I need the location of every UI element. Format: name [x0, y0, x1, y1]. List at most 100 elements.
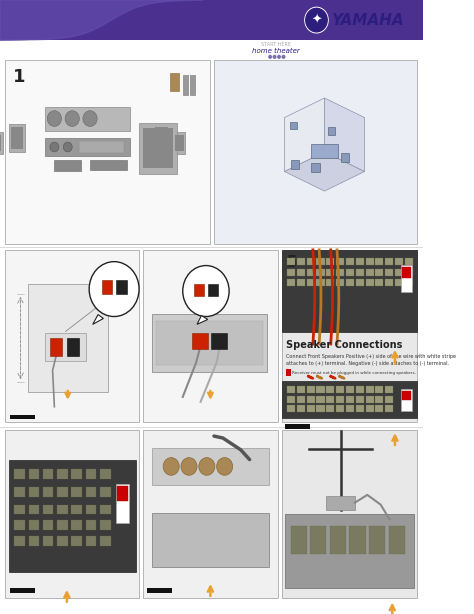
Bar: [282, 250, 417, 332]
Bar: [311, 163, 320, 173]
Bar: [330, 526, 346, 554]
Bar: [28, 469, 39, 479]
Bar: [100, 469, 110, 479]
Bar: [317, 279, 325, 286]
Polygon shape: [284, 98, 325, 171]
Text: Speaker Connections: Speaker Connections: [286, 340, 402, 350]
Bar: [86, 520, 96, 530]
Bar: [143, 128, 173, 168]
Bar: [71, 487, 82, 497]
Bar: [152, 448, 269, 485]
Bar: [287, 396, 295, 403]
Bar: [100, 536, 110, 546]
Polygon shape: [0, 0, 203, 40]
Bar: [405, 279, 413, 286]
Bar: [86, 469, 96, 479]
Bar: [214, 60, 417, 244]
Bar: [50, 338, 63, 356]
Bar: [365, 270, 374, 276]
Bar: [43, 505, 54, 515]
Bar: [170, 74, 179, 91]
Bar: [152, 314, 267, 372]
Bar: [100, 505, 110, 515]
Bar: [46, 138, 130, 156]
Bar: [191, 333, 208, 349]
Polygon shape: [197, 316, 208, 324]
Bar: [14, 520, 25, 530]
Bar: [356, 405, 364, 411]
Bar: [326, 270, 334, 276]
Bar: [365, 258, 374, 265]
Circle shape: [64, 142, 72, 152]
Bar: [286, 370, 291, 376]
Circle shape: [282, 55, 285, 58]
Bar: [326, 496, 355, 510]
Bar: [336, 396, 344, 403]
Circle shape: [183, 266, 229, 317]
Circle shape: [89, 262, 139, 317]
Bar: [46, 107, 130, 131]
Bar: [86, 505, 96, 515]
Bar: [375, 258, 383, 265]
Bar: [100, 487, 110, 497]
Circle shape: [305, 7, 328, 33]
Text: ✦: ✦: [311, 14, 322, 26]
Text: 1: 1: [12, 68, 25, 85]
Bar: [0, 135, 1, 151]
Bar: [116, 484, 129, 523]
Bar: [57, 469, 68, 479]
Bar: [156, 321, 263, 365]
Bar: [310, 526, 326, 554]
Bar: [346, 396, 354, 403]
Bar: [356, 270, 364, 276]
Bar: [317, 405, 325, 411]
Bar: [5, 60, 210, 244]
Circle shape: [278, 55, 281, 58]
Bar: [375, 396, 383, 403]
Bar: [326, 386, 334, 393]
Bar: [285, 424, 310, 429]
Bar: [401, 389, 412, 411]
Bar: [43, 469, 54, 479]
Bar: [28, 520, 39, 530]
Bar: [365, 279, 374, 286]
Bar: [57, 487, 68, 497]
Bar: [375, 279, 383, 286]
Bar: [297, 279, 305, 286]
Bar: [365, 386, 374, 393]
Bar: [116, 280, 127, 294]
Bar: [287, 405, 295, 411]
Bar: [395, 270, 403, 276]
Bar: [356, 279, 364, 286]
Bar: [297, 270, 305, 276]
Bar: [365, 396, 374, 403]
Bar: [336, 270, 344, 276]
Bar: [326, 405, 334, 411]
Bar: [282, 250, 417, 422]
Bar: [86, 487, 96, 497]
Bar: [282, 381, 417, 418]
Bar: [375, 270, 383, 276]
Circle shape: [273, 55, 276, 58]
Bar: [402, 266, 411, 278]
Bar: [326, 258, 334, 265]
Bar: [385, 396, 393, 403]
Bar: [346, 270, 354, 276]
Bar: [326, 396, 334, 403]
Bar: [385, 258, 393, 265]
Bar: [336, 258, 344, 265]
Bar: [71, 469, 82, 479]
Circle shape: [65, 111, 79, 126]
Circle shape: [199, 457, 215, 475]
Bar: [154, 125, 169, 152]
Bar: [282, 430, 417, 598]
Bar: [346, 279, 354, 286]
Bar: [28, 505, 39, 515]
Bar: [346, 386, 354, 393]
Bar: [79, 141, 124, 153]
Circle shape: [217, 457, 233, 475]
Bar: [152, 513, 269, 567]
Bar: [307, 396, 315, 403]
Bar: [346, 258, 354, 265]
Bar: [175, 135, 183, 151]
